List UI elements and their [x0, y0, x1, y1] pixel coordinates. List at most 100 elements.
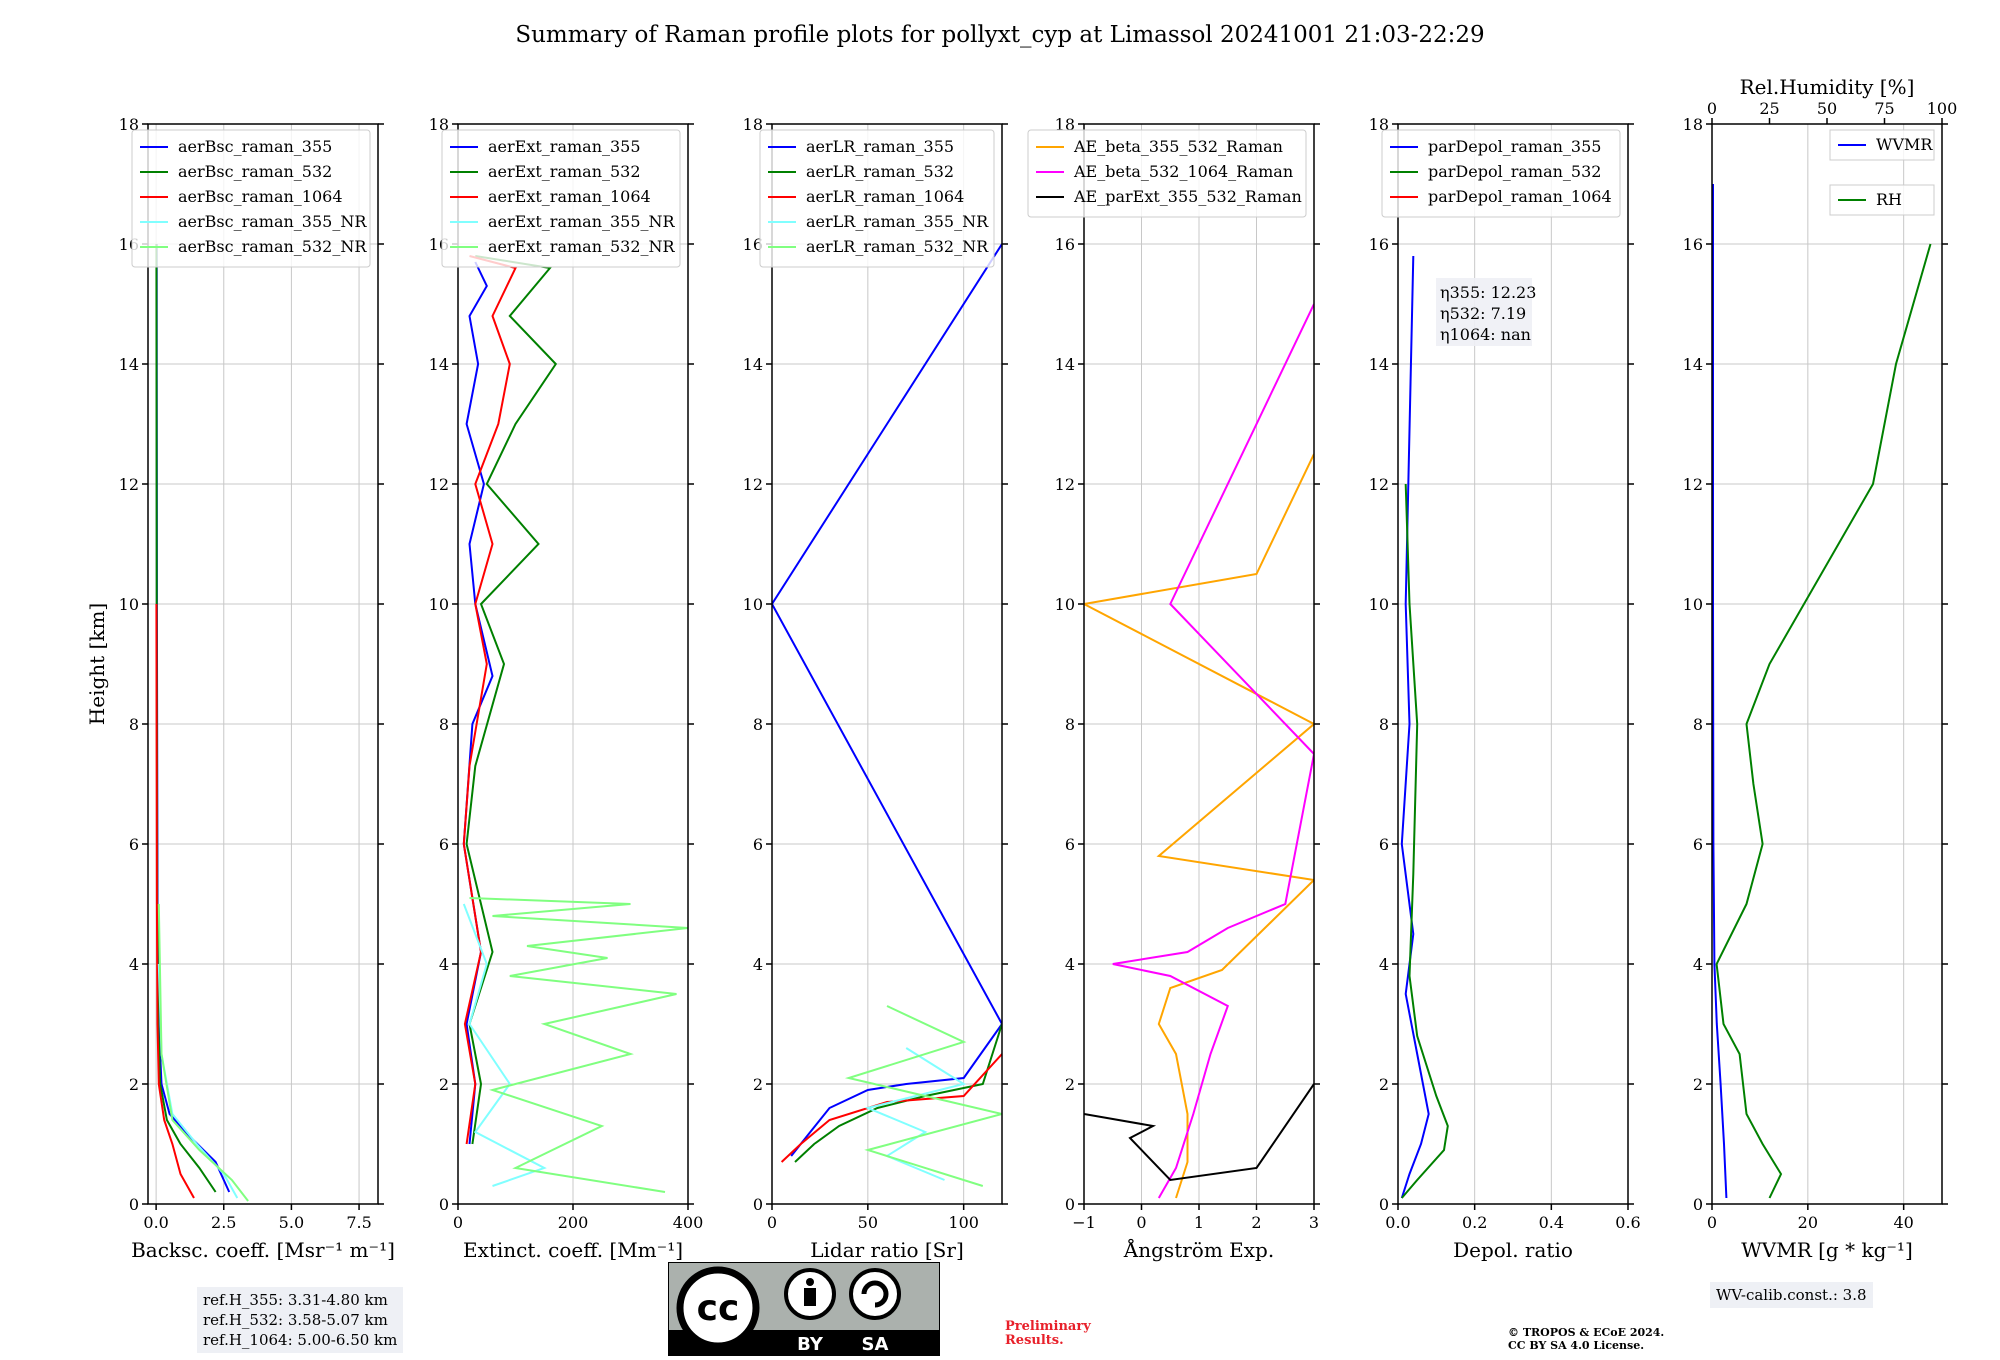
- x-tick-label: 1: [1194, 1213, 1204, 1232]
- wv-calib-box: WV-calib.const.: 3.8: [1710, 1282, 1873, 1308]
- y-tick-label: 12: [1683, 475, 1703, 494]
- y-tick-label: 14: [429, 355, 449, 374]
- y-tick-label: 6: [1065, 835, 1075, 854]
- y-tick-label: 10: [1055, 595, 1075, 614]
- y-tick-label: 10: [1369, 595, 1389, 614]
- x-axis-label: WVMR [g * kg⁻¹]: [1741, 1238, 1913, 1262]
- y-tick-label: 0: [1065, 1195, 1075, 1214]
- y-tick-label: 2: [1379, 1075, 1389, 1094]
- y-tick-label: 8: [1693, 715, 1703, 734]
- x-axis-label: Depol. ratio: [1453, 1238, 1573, 1262]
- legend-label: RH: [1876, 190, 1902, 209]
- series-line-aerLR_raman_355: [772, 243, 1002, 1157]
- eta-annotation-box: [1436, 278, 1532, 346]
- series-line-aerExt_raman_1064: [462, 255, 517, 1145]
- y-tick-label: 10: [743, 595, 763, 614]
- x2-tick-label: 0: [1707, 99, 1717, 118]
- refh-532-text: ref.H_532: 3.58-5.07 km: [203, 1311, 388, 1329]
- y-tick-label: 10: [1683, 595, 1703, 614]
- panel-3: 0 2 4 6 8 10 12 14 16 18 0 50 100 Lidar ratio [Sr] aer…: [743, 115, 1008, 1262]
- figure-title: Summary of Raman profile plots for polly…: [515, 22, 1485, 48]
- series-line-aerExt_raman_532_NR: [469, 897, 688, 1193]
- x2-tick-label: 25: [1759, 99, 1779, 118]
- legend-box: [759, 129, 995, 268]
- x-tick-label: 20: [1798, 1213, 1818, 1232]
- legend-label: aerBsc_raman_532: [178, 162, 332, 181]
- x-axis-label: Backsc. coeff. [Msr⁻¹ m⁻¹]: [131, 1238, 395, 1262]
- y-tick-label: 6: [129, 835, 139, 854]
- x2-tick-label: 100: [1927, 99, 1958, 118]
- copyright-line-2: CC BY SA 4.0 License.: [1508, 1339, 1645, 1352]
- eta-annotation: η1064: nan: [1440, 325, 1531, 344]
- x-tick-label: −1: [1072, 1213, 1096, 1232]
- y-tick-label: 4: [129, 955, 139, 974]
- legend-label: AE_parExt_355_532_Raman: [1073, 187, 1302, 206]
- y-tick-label: 0: [1379, 1195, 1389, 1214]
- series-line-WVMR: [1712, 184, 1728, 1199]
- sa-share-icon: [849, 1268, 901, 1320]
- x-tick-label: 400: [673, 1213, 704, 1232]
- y-tick-label: 2: [753, 1075, 763, 1094]
- reference-height-box: ref.H_355: 3.31-4.80 km ref.H_532: 3.58-…: [197, 1287, 404, 1353]
- y-tick-label: 16: [1369, 235, 1389, 254]
- legend-label: AE_beta_355_532_Raman: [1073, 137, 1283, 156]
- y-tick-label: 4: [1379, 955, 1389, 974]
- x2-axis-label: Rel.Humidity [%]: [1740, 75, 1915, 99]
- series-line-aerBsc_raman_1064: [155, 603, 195, 1199]
- x-tick-label: 0.0: [1385, 1213, 1410, 1232]
- y-tick-label: 0: [439, 1195, 449, 1214]
- y-tick-label: 0: [1693, 1195, 1703, 1214]
- y-tick-label: 16: [743, 235, 763, 254]
- y-tick-label: 10: [119, 595, 139, 614]
- legend-box: [131, 129, 371, 268]
- x-tick-label: 0: [453, 1213, 463, 1232]
- y-tick-label: 16: [1055, 235, 1075, 254]
- x-tick-label: 3: [1309, 1213, 1319, 1232]
- legend-label: parDepol_raman_355: [1428, 137, 1601, 156]
- panel-frame: [1397, 123, 1629, 1205]
- y-tick-label: 14: [119, 355, 139, 374]
- panel-frame: [147, 123, 379, 1205]
- eta-annotation: η355: 12.23: [1440, 283, 1536, 302]
- series-line-parDepol_raman_355: [1400, 255, 1430, 1199]
- x-tick-label: 50: [858, 1213, 878, 1232]
- eta-annotation: η532: 7.19: [1440, 304, 1526, 323]
- series-line-aerBsc_raman_355_NR: [157, 963, 239, 1199]
- cc-sa-text: SA: [862, 1334, 889, 1355]
- y-tick-label: 12: [1369, 475, 1389, 494]
- panel-frame: [771, 123, 1003, 1205]
- y-tick-label: 8: [753, 715, 763, 734]
- copyright-line-1: © TROPOS & ECoE 2024.: [1508, 1326, 1665, 1339]
- x-tick-label: 0.4: [1539, 1213, 1564, 1232]
- y-tick-label: 4: [753, 955, 763, 974]
- x-tick-label: 7.5: [346, 1213, 371, 1232]
- legend-label: aerLR_raman_355_NR: [806, 212, 989, 231]
- legend-label: aerExt_raman_355_NR: [488, 212, 676, 231]
- y-tick-label: 2: [129, 1075, 139, 1094]
- legend-label: aerBsc_raman_355: [178, 137, 332, 156]
- series-line-aerLR_raman_532_NR: [844, 1005, 1002, 1187]
- series-line-AE_parExt_355_532_Raman: [1084, 1083, 1314, 1182]
- x-tick-label: 100: [948, 1213, 979, 1232]
- x-tick-label: 40: [1893, 1213, 1913, 1232]
- y-tick-label: 2: [1693, 1075, 1703, 1094]
- x-axis-label: Extinct. coeff. [Mm⁻¹]: [463, 1238, 683, 1262]
- legend-label: AE_beta_532_1064_Raman: [1073, 162, 1293, 181]
- y-tick-label: 12: [743, 475, 763, 494]
- y-tick-label: 6: [439, 835, 449, 854]
- legend-box: [1027, 129, 1307, 218]
- legend-box: [1381, 129, 1621, 218]
- y-tick-label: 6: [753, 835, 763, 854]
- legend-label: aerLR_raman_355: [806, 137, 954, 156]
- series-line-RH: [1715, 243, 1932, 1199]
- y-tick-label: 14: [1369, 355, 1389, 374]
- legend-label: aerExt_raman_532_NR: [488, 237, 676, 256]
- y-tick-label: 8: [129, 715, 139, 734]
- legend-label: parDepol_raman_1064: [1428, 187, 1612, 206]
- x-tick-label: 2.5: [211, 1213, 236, 1232]
- y-tick-label: 18: [1369, 115, 1389, 134]
